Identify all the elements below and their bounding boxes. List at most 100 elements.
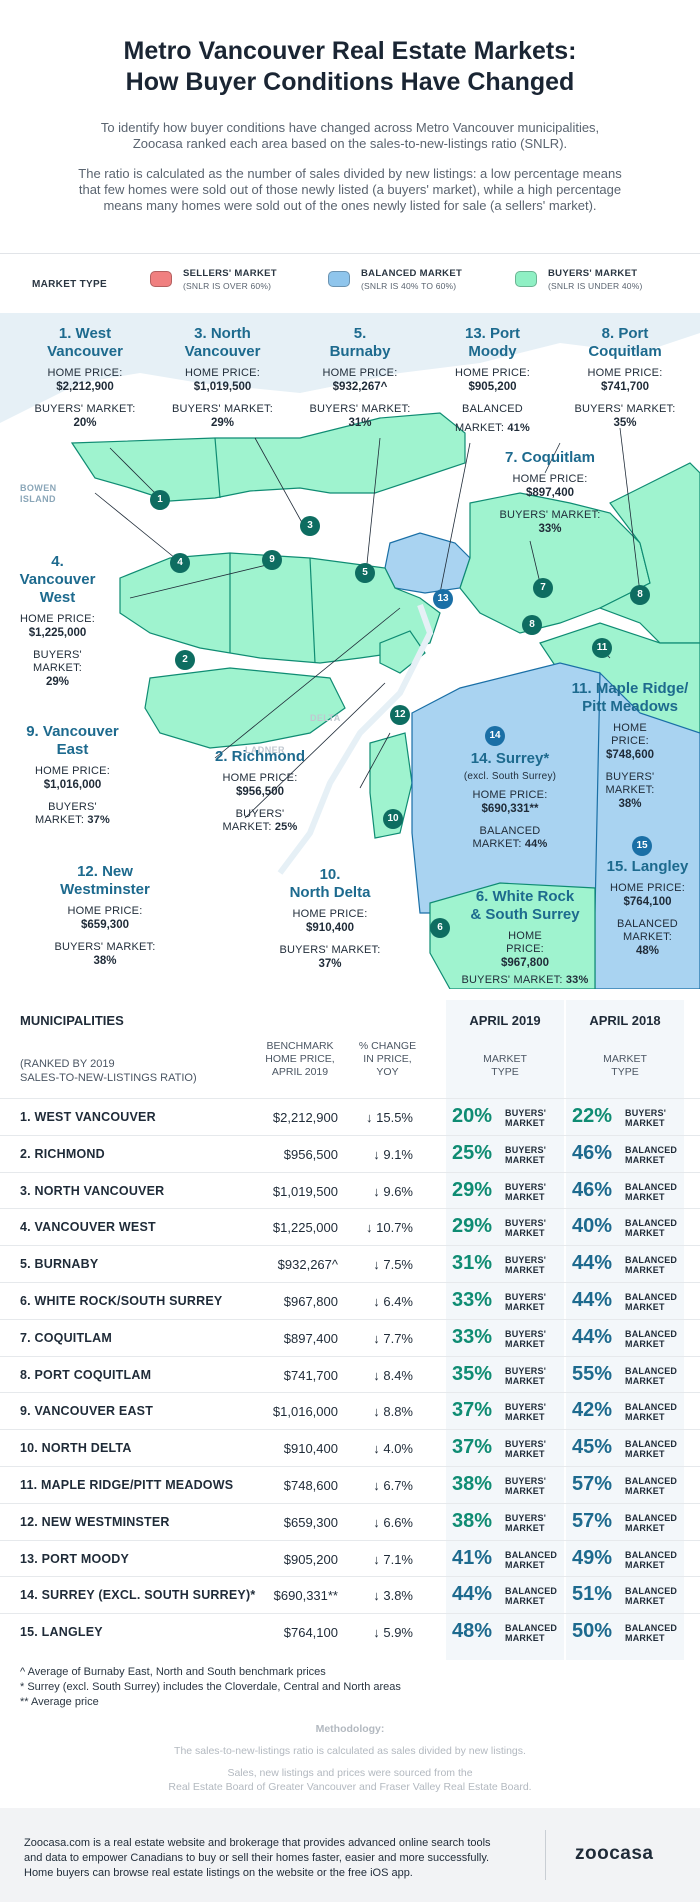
map-pin: 8	[522, 615, 542, 635]
table-row: 14. SURREY (EXCL. SOUTH SURREY)* $690,331…	[0, 1576, 700, 1613]
market-type-2019: BUYERS'	[505, 1108, 547, 1118]
municipality-name: 4. VANCOUVER WEST	[20, 1220, 156, 1235]
header-benchmark: APRIL 2019	[271, 1066, 329, 1078]
footnote: ^ Average of Burnaby East, North and Sou…	[20, 1666, 326, 1678]
market-type-2018: MARKET	[625, 1191, 665, 1202]
snlr-2019: 33%	[452, 1325, 493, 1348]
label-vancouver-west: 4. Vancouver West HOME PRICE: $1,225,000…	[19, 553, 96, 688]
map-pin: 8	[630, 585, 650, 605]
place-label: LADNER	[245, 745, 285, 755]
market-type-2018: BALANCED	[625, 1365, 678, 1376]
table-row: 5. BURNABY $932,267^ ↓ 7.5% 31% BUYERS' MARKE…	[0, 1245, 700, 1282]
market-type-2018: BALANCED	[625, 1549, 678, 1560]
market-type-2019: MARKET	[505, 1228, 545, 1239]
page-title-line1: Metro Vancouver Real Estate Markets:	[123, 37, 577, 65]
map-pin: 14	[485, 726, 505, 746]
place-label: ISLAND	[20, 494, 56, 504]
snlr-2018: 50%	[572, 1620, 613, 1643]
footer: Zoocasa.com is a real estate website and…	[0, 1808, 700, 1902]
balanced-swatch	[328, 271, 350, 287]
header-municipalities: MUNICIPALITIES	[20, 1013, 124, 1028]
table-row: 3. NORTH VANCOUVER $1,019,500 ↓ 9.6% 29% BUY…	[0, 1171, 700, 1209]
market-type-2019: MARKET	[505, 1302, 545, 1312]
footnote: * Surrey (excl. South Surrey) includes t…	[20, 1681, 401, 1693]
legend-balanced-sub: (SNLR IS 40% TO 60%)	[361, 281, 457, 291]
market-type-2019: MARKET	[505, 1118, 545, 1128]
benchmark-price: $967,800	[283, 1294, 338, 1309]
market-type-2018: MARKET	[625, 1302, 665, 1312]
market-type-2018: BALANCED	[625, 1623, 678, 1634]
market-type-2018: MARKET	[625, 1375, 665, 1386]
label-port-coquitlam: 8. Port Coquitlam HOME PRICE: $741,700 B…	[574, 325, 676, 429]
legend-sellers-name: SELLERS' MARKET	[183, 268, 277, 279]
footnote: ** Average price	[20, 1696, 99, 1708]
table-row: 13. PORT MOODY $905,200 ↓ 7.1% 41% BALANCED M…	[0, 1539, 700, 1577]
market-type-2018: MARKET	[625, 1449, 665, 1460]
label-new-westminster: 12. New Westminster HOME PRICE: $659,300…	[54, 863, 156, 967]
place-label: DELTA	[310, 713, 341, 723]
intro-line: Zoocasa ranked each area based on the sa…	[132, 136, 568, 151]
label-vancouver-east: 9. Vancouver East HOME PRICE: $1,016,000…	[26, 723, 119, 826]
map-pin: 11	[592, 638, 612, 658]
market-type-2019: MARKET	[505, 1412, 545, 1423]
map-pin: 9	[262, 550, 282, 570]
market-type-2019: BUYERS'	[505, 1439, 547, 1450]
benchmark-price: $690,331**	[273, 1588, 338, 1604]
snlr-2018: 51%	[572, 1583, 613, 1606]
label-north-delta: 10. North Delta HOME PRICE: $910,400 BUY…	[279, 866, 381, 970]
market-type-2018: MARKET	[625, 1338, 665, 1349]
market-type-2019: MARKET	[505, 1596, 545, 1607]
market-type-2019: MARKET	[505, 1338, 545, 1349]
market-type-2019: BUYERS'	[505, 1292, 547, 1302]
market-type-2019: BALANCED	[505, 1586, 558, 1597]
legend-balanced-name: BALANCED MARKET	[361, 268, 463, 279]
label-langley: 15. Langley HOME PRICE: $764,100 BALANCE…	[606, 858, 689, 957]
municipality-name: 7. COQUITLAM	[20, 1330, 112, 1345]
snlr-2018: 46%	[572, 1178, 613, 1201]
table-row: 12. NEW WESTMINSTER $659,300 ↓ 6.6% 38% BUYE…	[0, 1502, 700, 1540]
white-rock-region	[429, 882, 596, 989]
market-type-2019: BUYERS'	[505, 1328, 547, 1339]
snlr-2019: 37%	[452, 1399, 493, 1422]
market-type-2019: MARKET	[505, 1375, 545, 1386]
label-north-vancouver: 3. North Vancouver HOME PRICE: $1,019,50…	[171, 325, 274, 429]
market-type-2018: MARKET	[625, 1154, 665, 1165]
map-pin: 7	[533, 578, 553, 598]
map-pin: 3	[300, 516, 320, 536]
market-type-2019: BUYERS'	[505, 1512, 547, 1523]
market-type-2019: MARKET	[505, 1191, 545, 1202]
snlr-2018: 22%	[572, 1105, 613, 1127]
buyers-swatch	[515, 271, 537, 287]
label-west-vancouver: 1. West Vancouver HOME PRICE: $2,212,900…	[34, 325, 136, 429]
map-pin: 5	[355, 563, 375, 583]
market-type-2019: BUYERS'	[505, 1365, 547, 1376]
snlr-2018: 45%	[572, 1436, 613, 1459]
table-row: 10. NORTH DELTA $910,400 ↓ 4.0% 37% BUYERS' M…	[0, 1429, 700, 1466]
market-type-2019: MARKET	[505, 1559, 545, 1570]
market-type-2018: MARKET	[625, 1265, 665, 1276]
market-type-2018: MARKET	[625, 1596, 665, 1607]
market-type-2018: MARKET	[625, 1118, 665, 1128]
methodology-text: Real Estate Board of Greater Vancouver a…	[168, 1781, 532, 1793]
zoocasa-logo[interactable]: zoocasa	[575, 1843, 654, 1864]
municipality-name: 10. NORTH DELTA	[20, 1441, 132, 1456]
label-richmond: 2. Richmond HOME PRICE: $956,500 BUYERS'…	[214, 748, 305, 833]
snlr-2018: 55%	[572, 1362, 613, 1385]
benchmark-price: $1,019,500	[272, 1183, 338, 1199]
benchmark-price: $956,500	[283, 1146, 338, 1162]
table-row: 9. VANCOUVER EAST $1,016,000 ↓ 8.8% 37% BUYE…	[0, 1392, 700, 1429]
legend-title: MARKET TYPE	[32, 279, 107, 290]
table-row: 2. RICHMOND $956,500 ↓ 9.1% 25% BUYERS' MARKE…	[0, 1134, 700, 1172]
snlr-2018: 57%	[572, 1509, 613, 1532]
market-type-2018: BALANCED	[625, 1402, 678, 1413]
price-change: ↓ 9.6%	[373, 1183, 413, 1199]
benchmark-price: $741,700	[283, 1367, 338, 1383]
market-type-2019: MARKET	[505, 1265, 545, 1276]
market-type-2019: BUYERS'	[505, 1218, 547, 1229]
snlr-2018: 49%	[572, 1546, 613, 1569]
label-surrey: 14. Surrey* (excl. South Surrey) HOME PR…	[463, 750, 557, 850]
market-type-legend: MARKET TYPE SELLERS' MARKET (SNLR IS OVE…	[0, 253, 700, 313]
market-type-2018: BUYERS'	[625, 1108, 667, 1118]
table-row: 6. WHITE ROCK/SOUTH SURREY $967,800 ↓ 6.4%…	[0, 1282, 700, 1319]
benchmark-price: $659,300	[283, 1514, 338, 1530]
